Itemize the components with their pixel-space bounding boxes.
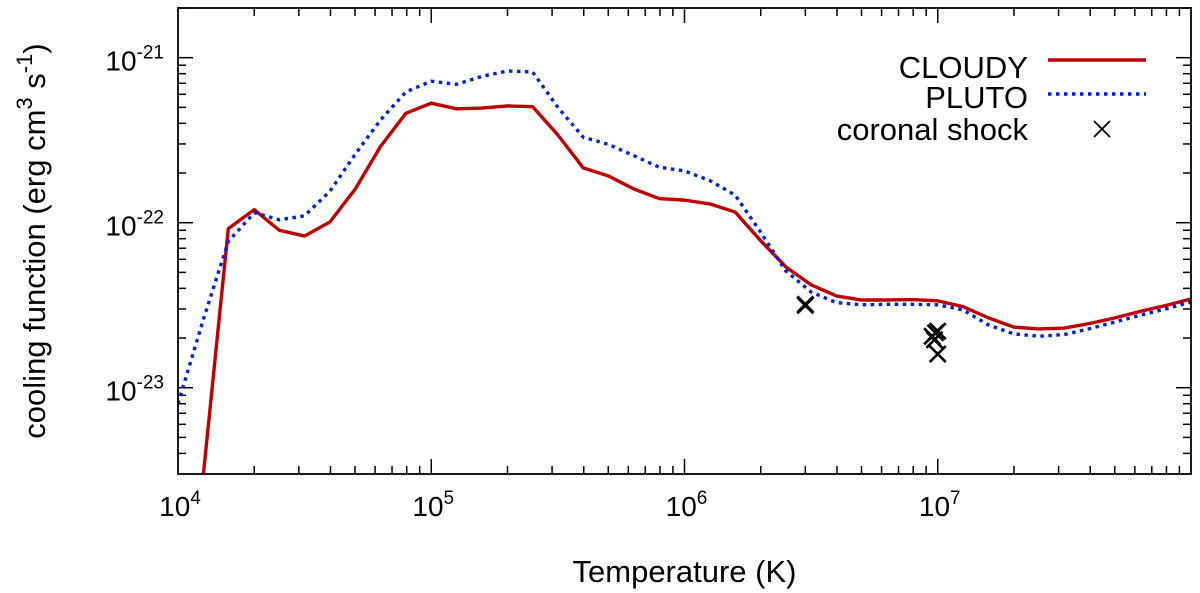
x-tick-label: 104 (159, 488, 201, 522)
x-tick-label: 105 (412, 488, 454, 522)
coronal-shock-point (928, 345, 947, 363)
y-axis-label: cooling function (erg cm3 s-1) (12, 43, 52, 438)
x-axis-label: Temperature (K) (573, 554, 797, 589)
coronal-shock-point-stroke-b (928, 345, 947, 363)
cloudy-series-line (201, 101, 1191, 474)
coronal-shock-markers (796, 295, 947, 363)
coronal-shock-point-stroke-b (796, 296, 815, 315)
legend-label-coronal-shock: coronal shock (837, 112, 1029, 147)
x-tick-label: 106 (666, 488, 708, 522)
pluto-series-line (178, 69, 1191, 405)
y-tick-label: 10-21 (105, 43, 164, 77)
legend-label-pluto: PLUTO (925, 80, 1028, 115)
legend-x-marker-stroke-b (1093, 120, 1111, 138)
y-tick-label: 10-22 (105, 208, 164, 242)
x-tick-label: 107 (919, 488, 961, 522)
coronal-shock-point-stroke-b (925, 330, 944, 349)
legend-swatch-coronal-shock (1093, 120, 1111, 138)
coronal-shock-point (796, 296, 815, 315)
plot-frame (177, 7, 1192, 475)
tick-labels: 104 105 106 107 10-23 10-22 10-21 (105, 43, 960, 522)
legend-label-cloudy: CLOUDY (899, 50, 1028, 85)
series-layer (178, 69, 1191, 474)
tick-marks (178, 7, 1191, 474)
y-tick-label: 10-23 (105, 373, 164, 407)
coronal-shock-point (925, 330, 944, 349)
legend: CLOUDY PLUTO coronal shock (837, 50, 1146, 147)
legend-x-marker (1093, 120, 1111, 138)
